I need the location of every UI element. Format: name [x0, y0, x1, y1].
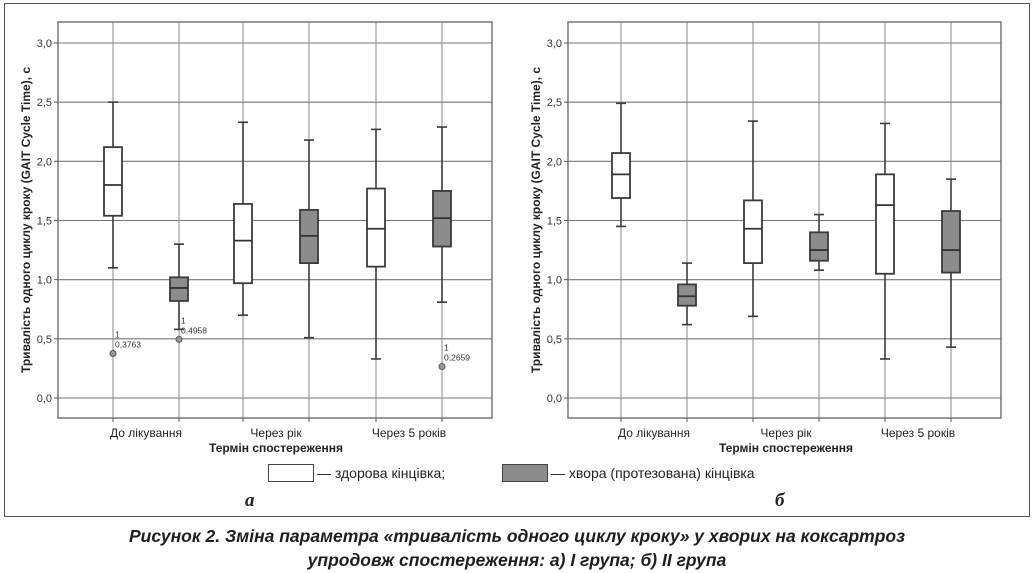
chart-panel-a: 0,0 0,5 1,0 1,5 2,0 2,5 3,0 До лікування Через р…	[19, 21, 493, 455]
y-tick-label: 3,0	[37, 38, 52, 50]
x-tick-label: Через рік	[250, 426, 302, 440]
y-tick-label: 1,5	[37, 216, 52, 228]
y-tick-label: 1,5	[547, 216, 562, 228]
box-iqr	[233, 203, 253, 285]
y-tick-label: 2,0	[37, 156, 52, 168]
x-tick-label: Через 5 років	[372, 426, 446, 440]
x-tick-label: Через рік	[760, 426, 812, 440]
legend-sick-label: — хвора (протезована) кінцівка	[551, 465, 755, 481]
y-tick-label: 0,0	[37, 393, 52, 405]
legend-sick: — хвора (протезована) кінцівка	[502, 462, 755, 484]
outlier-point	[109, 349, 117, 357]
outlier-point	[175, 335, 183, 343]
figure-frame	[4, 3, 1030, 517]
outlier-id-label: 1	[115, 329, 120, 339]
box-iqr	[809, 231, 829, 262]
chart-panel-b: 0,0 0,5 1,0 1,5 2,0 2,5 3,0 До лікування Через р…	[529, 21, 1002, 455]
outlier-value-label: 0,2659	[444, 353, 470, 363]
y-tick-label: 3,0	[547, 38, 562, 50]
panel-letter-a: а	[245, 490, 255, 511]
y-tick-label: 0,0	[547, 393, 562, 405]
y-tick-label: 0,5	[547, 334, 562, 346]
y-tick-label: 2,0	[547, 156, 562, 168]
box-iqr	[743, 199, 763, 264]
outlier-value-label: 0,4958	[181, 325, 207, 335]
box-iqr	[611, 152, 631, 199]
y-tick-label: 2,5	[547, 97, 562, 109]
panel-letter-b: б	[775, 490, 785, 511]
x-tick-label: До лікування	[618, 426, 690, 440]
box-iqr	[103, 146, 123, 217]
charts-canvas: 0,0 0,5 1,0 1,5 2,0 2,5 3,0 До лікування Через р…	[19, 21, 1002, 455]
x-axis-title: Термін спостереження	[719, 441, 853, 455]
box-iqr	[366, 187, 386, 268]
y-tick-label: 0,5	[37, 334, 52, 346]
y-tick-label: 1,0	[37, 275, 52, 287]
outlier-id-label: 1	[181, 315, 186, 325]
x-axis-title: Термін спостереження	[209, 441, 343, 455]
box-iqr	[875, 173, 895, 275]
box-iqr	[677, 283, 697, 307]
y-tick-label: 1,0	[547, 275, 562, 287]
figure-caption-line1: Рисунок 2. Зміна параметра «тривалість о…	[128, 526, 906, 546]
outlier-id-label: 1	[444, 343, 449, 353]
x-tick-label: До лікування	[110, 426, 182, 440]
figure-caption-line2: упродовж спостереження: а) І група; б) І…	[307, 550, 727, 570]
x-tick-label: Через 5 років	[881, 426, 955, 440]
box-iqr	[941, 210, 961, 274]
box-iqr	[169, 276, 189, 302]
legend-healthy-label: — здорова кінцівка;	[317, 465, 446, 481]
outlier-value-label: 0,3763	[115, 339, 141, 349]
y-tick-label: 2,5	[37, 97, 52, 109]
outlier-point	[438, 363, 446, 371]
legend-sick-swatch	[502, 464, 548, 482]
y-axis-title: Тривалість одного циклу кроку (GAIT Cycl…	[19, 67, 33, 373]
legend-healthy-swatch	[268, 464, 314, 482]
y-axis-title: Тривалість одного циклу кроку (GAIT Cycl…	[529, 67, 543, 373]
legend-healthy: — здорова кінцівка;	[268, 462, 445, 484]
